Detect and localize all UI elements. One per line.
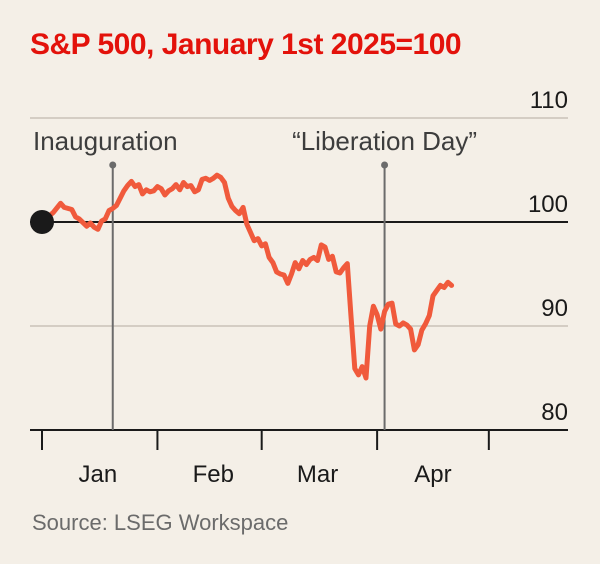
- annotation-label-0: Inauguration: [33, 126, 178, 156]
- y-tick-label-110: 110: [530, 87, 568, 114]
- start-marker: [30, 210, 54, 234]
- y-tick-label-100: 100: [528, 191, 568, 218]
- annotations: Inauguration “Liberation Day”: [33, 126, 477, 430]
- source-note: Source: LSEG Workspace: [32, 510, 289, 535]
- y-axis-labels: 80 90 100 110: [528, 87, 568, 426]
- x-tick-label-mar: Mar: [297, 461, 338, 488]
- x-axis: Jan Feb Mar Apr: [41, 430, 490, 488]
- x-tick-label-feb: Feb: [193, 461, 234, 488]
- y-tick-label-90: 90: [541, 295, 568, 322]
- gridlines: [30, 117, 568, 431]
- series-line: [39, 172, 455, 381]
- x-tick-label-apr: Apr: [414, 461, 451, 488]
- x-tick-label-jan: Jan: [79, 461, 118, 488]
- chart-title: S&P 500, January 1st 2025=100: [30, 28, 462, 61]
- annotation-label-1: “Liberation Day”: [292, 126, 477, 156]
- y-tick-label-80: 80: [541, 399, 568, 426]
- annotation-dot-0: [109, 161, 117, 169]
- annotation-dot-1: [381, 161, 389, 169]
